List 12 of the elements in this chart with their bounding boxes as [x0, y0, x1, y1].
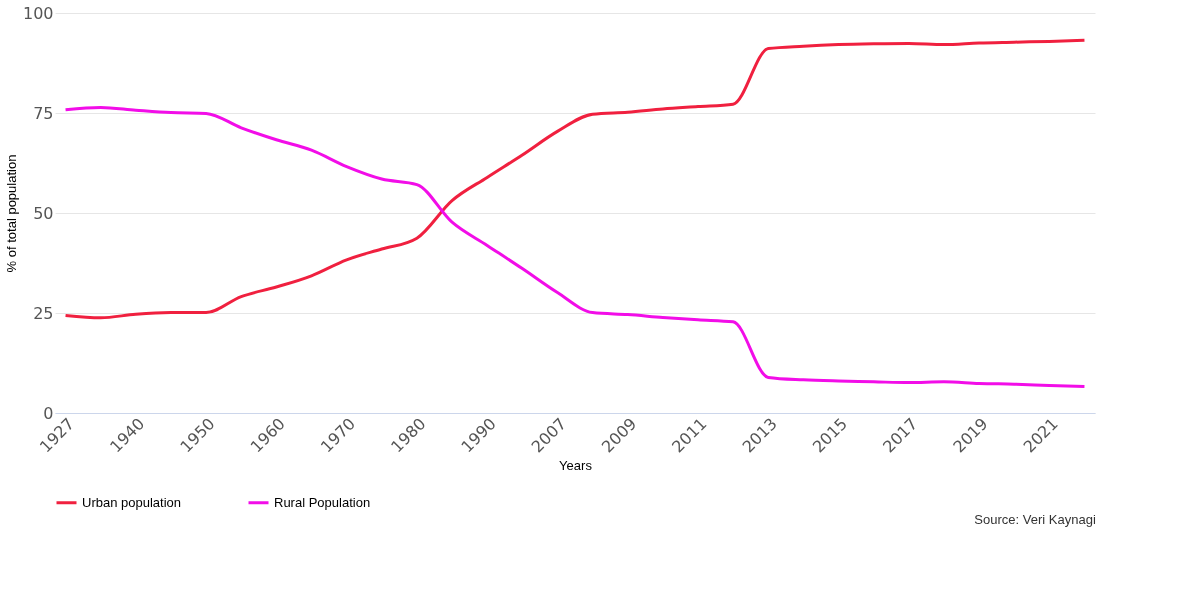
legend-label: Urban population — [82, 494, 182, 510]
y-tick-label: 25 — [33, 303, 54, 323]
line-series — [64, 105, 1086, 389]
y-tick-label: 50 — [33, 203, 54, 223]
source-note: Source: Veri Kaynagi — [974, 512, 1096, 527]
y-tick-label: 100 — [22, 3, 54, 23]
legend-label: Rural Population — [274, 494, 371, 510]
y-tick-label: 75 — [33, 103, 54, 123]
line-series — [64, 38, 1086, 320]
x-axis-title: Years — [559, 457, 593, 473]
y-axis-title: % of total population — [3, 154, 19, 273]
y-tick-label: 0 — [43, 403, 54, 423]
